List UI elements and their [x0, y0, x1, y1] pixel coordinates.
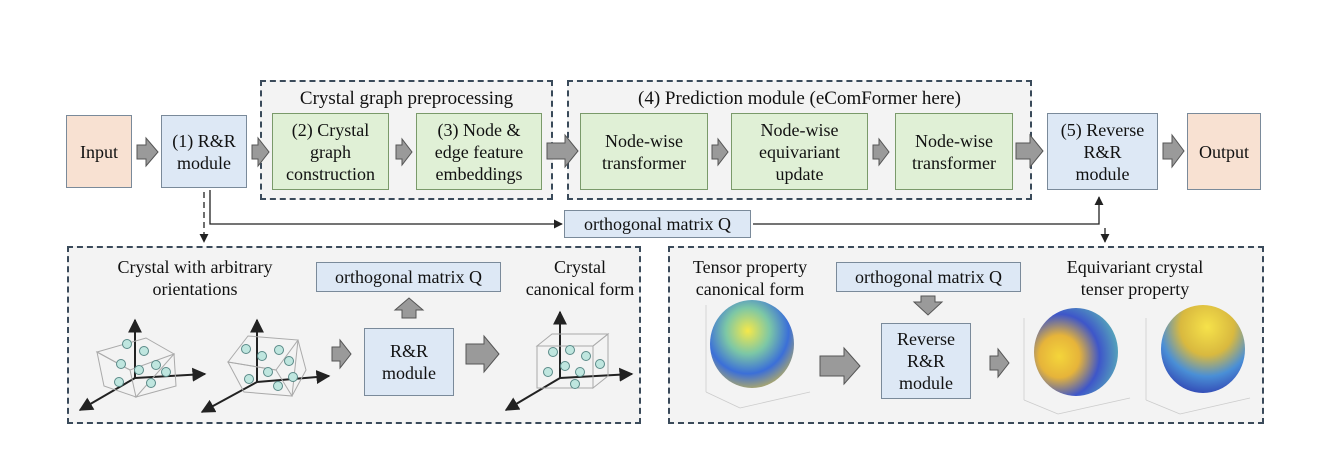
- arrow-input-to-rr: [136, 136, 159, 168]
- output-box: Output: [1187, 113, 1261, 190]
- orthogonal-q-right: orthogonal matrix Q: [836, 262, 1021, 292]
- crystal-arbitrary-2: [200, 318, 331, 413]
- equivariant-tensor-label: Equivariant crystal tenser property: [1066, 257, 1204, 299]
- input-box: Input: [66, 115, 132, 188]
- feature-embeddings-box: (3) Node & edge feature embeddings: [416, 113, 542, 190]
- transformer-box-1: Node-wise transformer: [580, 113, 708, 190]
- flow-arrows: [136, 133, 1185, 386]
- arrow-reverse-to-output: [1162, 133, 1185, 169]
- crystal-arbitrary-1: [78, 318, 207, 411]
- arrow-tensor-to-reverse: [819, 346, 861, 386]
- orthogonal-q-top: orthogonal matrix Q: [564, 210, 751, 238]
- rr-module-detail-box: R&R module: [364, 328, 454, 396]
- tensor-canonical-sphere: [705, 300, 811, 409]
- arrow-rr-up-to-q: [393, 297, 425, 319]
- transformer-box-2: Node-wise transformer: [895, 113, 1013, 190]
- equivariant-sphere-1: [1023, 308, 1131, 415]
- arrow-graph-to-embed: [395, 137, 413, 167]
- equivariant-update-box: Node-wise equivariant update: [731, 113, 868, 190]
- crystal-canonical: [504, 310, 634, 411]
- reverse-rr-detail-box: Reverse R&R module: [881, 323, 971, 399]
- rr-module-box: (1) R&R module: [161, 115, 247, 188]
- reverse-rr-box: (5) Reverse R&R module: [1047, 113, 1158, 190]
- prediction-title: (4) Prediction module (eComFormer here): [638, 88, 961, 109]
- arrow-rr-to-graph: [251, 136, 270, 168]
- equivariant-sphere-2: [1145, 305, 1251, 415]
- arrow-q-down-to-reverse: [912, 295, 944, 316]
- orthogonal-q-left: orthogonal matrix Q: [316, 262, 501, 292]
- preprocessing-title: Crystal graph preprocessing: [299, 88, 514, 109]
- arrow-transformer-to-reverse: [1015, 133, 1044, 169]
- arrow-left-crystal-to-rr: [331, 338, 352, 370]
- arrow-transformer-to-update: [711, 137, 729, 167]
- tensor-canonical-label: Tensor property canonical form: [692, 257, 808, 299]
- arrow-embed-to-transformer: [546, 133, 579, 169]
- arrow-rr-to-canonical: [465, 334, 500, 374]
- q-connectors: [199, 190, 1110, 243]
- graph-construction-box: (2) Crystal graph construction: [272, 113, 389, 190]
- arbitrary-orientation-label: Crystal with arbitrary orientations: [117, 257, 273, 299]
- arrow-reverse-to-equivariant: [989, 347, 1010, 379]
- canonical-form-label: Crystal canonical form: [525, 257, 635, 299]
- arrow-update-to-transformer: [872, 137, 890, 167]
